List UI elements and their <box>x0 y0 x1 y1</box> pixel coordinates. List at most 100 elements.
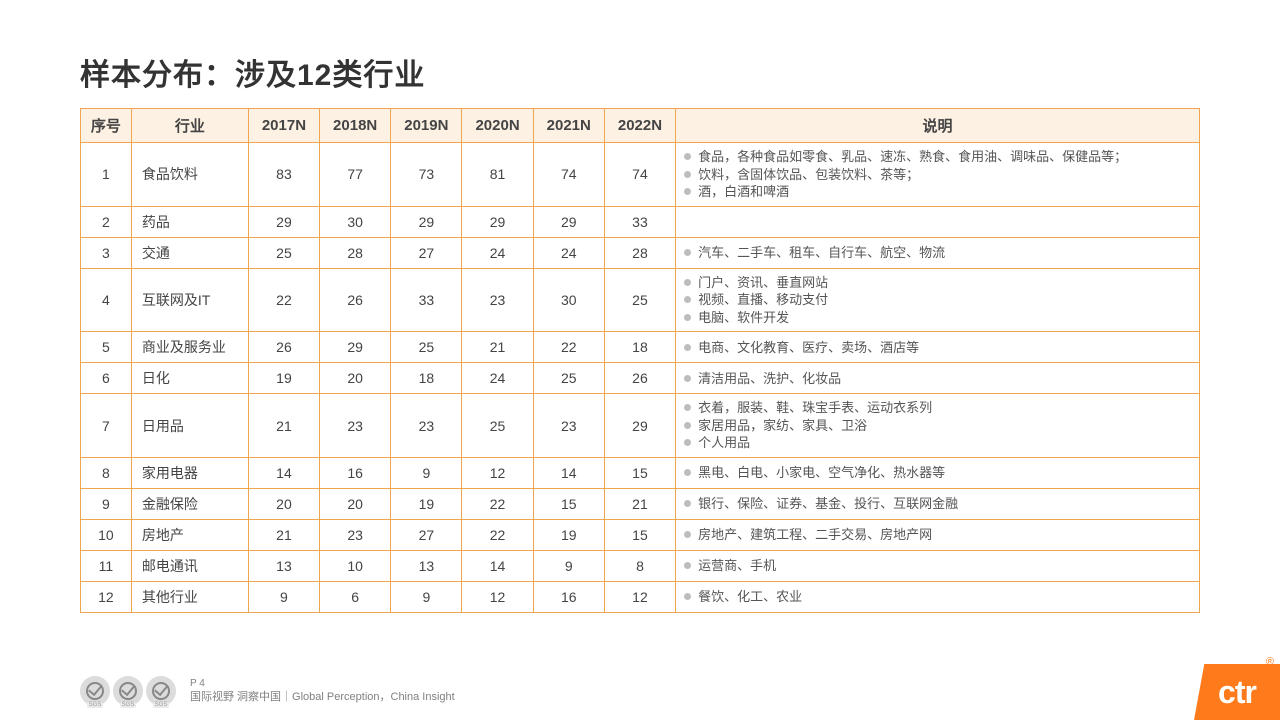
cell-value: 30 <box>320 206 391 237</box>
cell-description: 食品，各种食品如零食、乳品、速冻、熟食、食用油、调味品、保健品等；饮料，含固体饮… <box>676 143 1200 207</box>
table-body: 1食品饮料837773817474食品，各种食品如零食、乳品、速冻、熟食、食用油… <box>81 143 1200 613</box>
cell-value: 12 <box>604 581 675 612</box>
cell-value: 33 <box>391 268 462 332</box>
cell-seq: 5 <box>81 332 132 363</box>
sgs-badge-icon: SGS <box>146 676 176 706</box>
cell-seq: 7 <box>81 394 132 458</box>
cell-value: 23 <box>391 394 462 458</box>
cell-seq: 11 <box>81 550 132 581</box>
cell-seq: 3 <box>81 237 132 268</box>
cell-value: 23 <box>320 519 391 550</box>
cell-seq: 8 <box>81 457 132 488</box>
registered-mark: ® <box>1266 656 1274 668</box>
cell-value: 13 <box>391 550 462 581</box>
footer-tagline: 国际视野 洞察中国｜Global Perception，China Insigh… <box>190 690 455 704</box>
industry-table: 序号行业2017N2018N2019N2020N2021N2022N说明 1食品… <box>80 108 1200 613</box>
cell-industry: 交通 <box>131 237 248 268</box>
cell-seq: 6 <box>81 363 132 394</box>
cell-value: 25 <box>462 394 533 458</box>
cell-description: 房地产、建筑工程、二手交易、房地产网 <box>676 519 1200 550</box>
table-row: 5商业及服务业262925212218电商、文化教育、医疗、卖场、酒店等 <box>81 332 1200 363</box>
table-row: 11邮电通讯1310131498运营商、手机 <box>81 550 1200 581</box>
cell-value: 27 <box>391 237 462 268</box>
cell-industry: 日化 <box>131 363 248 394</box>
table-row: 12其他行业969121612餐饮、化工、农业 <box>81 581 1200 612</box>
cell-value: 22 <box>248 268 319 332</box>
table-row: 8家用电器14169121415黑电、白电、小家电、空气净化、热水器等 <box>81 457 1200 488</box>
cell-seq: 12 <box>81 581 132 612</box>
cell-industry: 家用电器 <box>131 457 248 488</box>
cell-value: 25 <box>391 332 462 363</box>
desc-bullet: 房地产、建筑工程、二手交易、房地产网 <box>682 526 1191 544</box>
desc-bullet: 电商、文化教育、医疗、卖场、酒店等 <box>682 339 1191 357</box>
cell-value: 9 <box>391 581 462 612</box>
column-header: 2019N <box>391 109 462 143</box>
cell-industry: 其他行业 <box>131 581 248 612</box>
cell-value: 33 <box>604 206 675 237</box>
cell-description: 电商、文化教育、医疗、卖场、酒店等 <box>676 332 1200 363</box>
cell-value: 14 <box>248 457 319 488</box>
column-header: 2020N <box>462 109 533 143</box>
table-row: 9金融保险202019221521银行、保险、证券、基金、投行、互联网金融 <box>81 488 1200 519</box>
cell-industry: 药品 <box>131 206 248 237</box>
column-header: 行业 <box>131 109 248 143</box>
cell-value: 20 <box>248 488 319 519</box>
cell-value: 26 <box>604 363 675 394</box>
desc-bullet: 餐饮、化工、农业 <box>682 588 1191 606</box>
cell-value: 20 <box>320 363 391 394</box>
cell-value: 18 <box>391 363 462 394</box>
page-title: 样本分布：涉及12类行业 <box>80 50 1200 94</box>
cell-value: 15 <box>604 519 675 550</box>
cell-value: 16 <box>320 457 391 488</box>
cell-value: 15 <box>604 457 675 488</box>
cell-value: 25 <box>248 237 319 268</box>
desc-bullet: 运营商、手机 <box>682 557 1191 575</box>
desc-bullet: 家居用品，家纺、家具、卫浴 <box>682 417 1191 435</box>
cell-value: 9 <box>248 581 319 612</box>
cell-value: 19 <box>248 363 319 394</box>
table-row: 3交通252827242428汽车、二手车、租车、自行车、航空、物流 <box>81 237 1200 268</box>
cell-value: 25 <box>533 363 604 394</box>
cell-value: 26 <box>320 268 391 332</box>
cell-value: 14 <box>533 457 604 488</box>
table-row: 1食品饮料837773817474食品，各种食品如零食、乳品、速冻、熟食、食用油… <box>81 143 1200 207</box>
cell-value: 30 <box>533 268 604 332</box>
column-header: 2018N <box>320 109 391 143</box>
cell-description: 黑电、白电、小家电、空气净化、热水器等 <box>676 457 1200 488</box>
desc-bullet: 视频、直播、移动支付 <box>682 291 1191 309</box>
column-header: 说明 <box>676 109 1200 143</box>
cell-value: 22 <box>462 519 533 550</box>
cell-value: 12 <box>462 457 533 488</box>
cell-industry: 食品饮料 <box>131 143 248 207</box>
cell-value: 21 <box>248 519 319 550</box>
cell-value: 23 <box>533 394 604 458</box>
cell-value: 21 <box>604 488 675 519</box>
cell-industry: 日用品 <box>131 394 248 458</box>
cell-value: 25 <box>604 268 675 332</box>
cell-industry: 互联网及IT <box>131 268 248 332</box>
cell-value: 29 <box>391 206 462 237</box>
desc-bullet: 食品，各种食品如零食、乳品、速冻、熟食、食用油、调味品、保健品等； <box>682 148 1191 166</box>
cell-value: 29 <box>533 206 604 237</box>
table-row: 6日化192018242526清洁用品、洗护、化妆品 <box>81 363 1200 394</box>
column-header: 2022N <box>604 109 675 143</box>
table-header: 序号行业2017N2018N2019N2020N2021N2022N说明 <box>81 109 1200 143</box>
table-row: 10房地产212327221915房地产、建筑工程、二手交易、房地产网 <box>81 519 1200 550</box>
ctr-logo: ctr <box>1194 664 1280 720</box>
logo-text: ctr <box>1218 674 1256 711</box>
cell-value: 83 <box>248 143 319 207</box>
slide: 样本分布：涉及12类行业 序号行业2017N2018N2019N2020N202… <box>0 0 1280 720</box>
cell-description: 运营商、手机 <box>676 550 1200 581</box>
cell-value: 15 <box>533 488 604 519</box>
desc-bullet: 酒，白酒和啤酒 <box>682 183 1191 201</box>
cell-value: 29 <box>248 206 319 237</box>
cell-industry: 邮电通讯 <box>131 550 248 581</box>
cell-value: 19 <box>391 488 462 519</box>
cell-value: 12 <box>462 581 533 612</box>
cell-value: 22 <box>462 488 533 519</box>
column-header: 2017N <box>248 109 319 143</box>
cell-description: 门户、资讯、垂直网站视频、直播、移动支付电脑、软件开发 <box>676 268 1200 332</box>
cell-value: 14 <box>462 550 533 581</box>
cell-value: 9 <box>391 457 462 488</box>
cell-industry: 商业及服务业 <box>131 332 248 363</box>
